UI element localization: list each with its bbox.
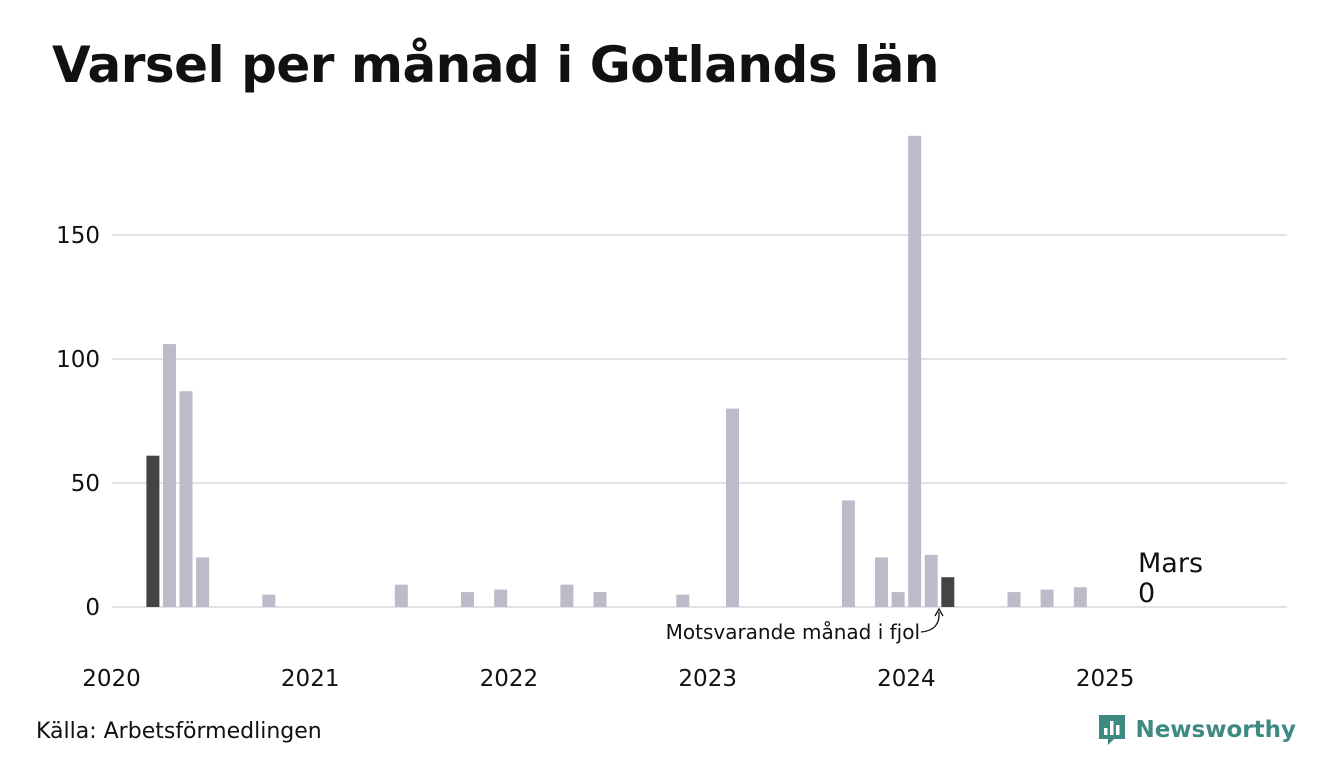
chart-title: Varsel per månad i Gotlands län [52, 36, 939, 94]
x-tick-label: 2021 [281, 666, 340, 692]
annotation-arrow [920, 611, 940, 633]
latest-month-value: 0 [1138, 578, 1155, 609]
bar-2022-04 [560, 584, 574, 607]
bar-2024-09 [1040, 589, 1054, 607]
x-tick-label: 2022 [480, 666, 539, 692]
y-tick-label: 150 [56, 223, 100, 249]
x-tick-label: 2020 [82, 666, 141, 692]
bar-2021-12 [494, 589, 508, 607]
previous-year-annotation: Motsvarande månad i fjol [666, 620, 920, 644]
y-tick-label: 0 [85, 595, 100, 621]
bar-2024-07 [1007, 592, 1021, 607]
bar-2023-12 [891, 592, 905, 607]
bar-2024-11 [1073, 587, 1087, 607]
newsworthy-logo-icon [1099, 715, 1126, 745]
bar-2020-06 [196, 557, 210, 607]
x-axis-ticks: 2020 2021 2022 2023 2024 2025 [82, 666, 1134, 692]
y-axis-ticks: 0 50 100 150 [56, 223, 100, 621]
bar-2020-04 [163, 344, 176, 607]
y-tick-label: 50 [71, 471, 100, 497]
bar-2024-01 [908, 135, 922, 608]
annotation-arrowhead [934, 607, 944, 617]
gridlines [112, 234, 1287, 608]
bar-2024-03 [941, 577, 955, 607]
bar-2020-03 [146, 455, 160, 607]
bar-2022-06 [593, 592, 607, 607]
y-tick-label: 100 [56, 347, 100, 373]
bar-2020-10 [262, 594, 276, 607]
bar-2023-09 [841, 500, 855, 607]
annotations: Motsvarande månad i fjol Mars 0 [666, 548, 1203, 644]
bar-2023-11 [875, 557, 888, 607]
latest-month-label: Mars [1138, 548, 1203, 579]
bar-2021-10 [461, 592, 474, 607]
x-tick-label: 2025 [1076, 666, 1135, 692]
bars [146, 135, 1087, 608]
bar-2021-06 [394, 584, 408, 607]
x-tick-label: 2024 [877, 666, 936, 692]
brand-name: Newsworthy [1135, 717, 1296, 743]
x-tick-label: 2023 [678, 666, 737, 692]
brand-logo[interactable]: Newsworthy [1097, 713, 1296, 747]
bar-2023-02 [726, 408, 739, 607]
bar-2022-11 [676, 594, 690, 607]
source-note: Källa: Arbetsförmedlingen [36, 719, 322, 744]
bar-2020-05 [179, 391, 193, 607]
bar-2024-02 [924, 554, 938, 607]
